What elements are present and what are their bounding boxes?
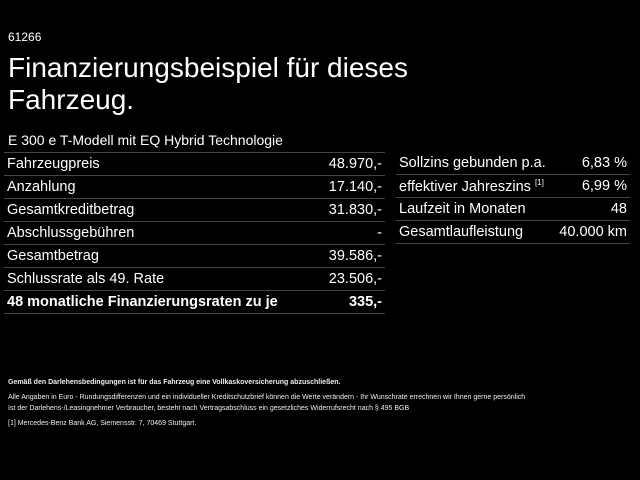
row-value: 31.830,- [317,198,385,222]
financing-table: Fahrzeugpreis 48.970,- Anzahlung 17.140,- … [4,152,385,314]
row-label: Gesamtkreditbetrag [4,198,318,222]
disclaimer-line-2: Ist der Darlehens-/Leasingnehmer Verbrau… [8,405,410,412]
table-row: Gesamtbetrag 39.586,- [4,244,385,268]
row-label: Anzahlung [4,175,318,199]
row-value: 335,- [317,290,385,314]
model-name: E 300 e T-Modell mit EQ Hybrid Technolog… [8,132,283,148]
row-value: 39.586,- [317,244,385,268]
table-row: Gesamtkreditbetrag 31.830,- [4,198,385,222]
row-label: 48 monatliche Finanzierungsraten zu je [4,290,318,314]
row-label: Fahrzeugpreis [4,152,318,176]
row-label: Gesamtbetrag [4,244,318,268]
row-label: Abschlussgebühren [4,221,318,245]
table-row: Abschlussgebühren - [4,221,385,245]
table-row: Schlussrate als 49. Rate 23.506,- [4,267,385,291]
table-row: Anzahlung 17.140,- [4,175,385,199]
table-row: Gesamtlaufleistung 40.000 km [396,220,630,244]
row-value: 17.140,- [317,175,385,199]
page-title: Finanzierungsbeispiel für dieses Fahrzeu… [8,52,408,115]
footnote: [1] Mercedes-Benz Bank AG, Siemensstr. 7… [8,420,197,427]
row-value: 23.506,- [317,267,385,291]
table-row: Laufzeit in Monaten 48 [396,197,630,221]
row-value: 6,99 % [553,174,630,198]
row-value: 48.970,- [317,152,385,176]
monthly-rate-row: 48 monatliche Finanzierungsraten zu je 33… [4,290,385,314]
table-row: effektiver Jahreszins [1] 6,99 % [396,174,630,198]
row-value: 40.000 km [553,220,630,244]
row-label: Schlussrate als 49. Rate [4,267,318,291]
row-label: Gesamtlaufleistung [396,220,554,244]
row-label: Laufzeit in Monaten [396,197,554,221]
row-value: 6,83 % [553,152,630,175]
insurance-note: Gemäß den Darlehensbedingungen ist für d… [8,379,341,386]
interest-table: Sollzins gebunden p.a. 6,83 % effektiver … [396,152,630,244]
label-text: effektiver Jahreszins [399,178,531,195]
table-row: Sollzins gebunden p.a. 6,83 % [396,152,630,175]
row-value: - [317,221,385,245]
disclaimer-line-1: Alle Angaben in Euro - Rundungsdifferenz… [8,394,526,401]
row-value: 48 [553,197,630,221]
row-label: Sollzins gebunden p.a. [396,152,554,175]
table-row: Fahrzeugpreis 48.970,- [4,152,385,176]
vehicle-code: 61266 [8,30,42,44]
row-label: effektiver Jahreszins [1] [396,174,554,198]
footnote-ref: [1] [534,177,544,187]
